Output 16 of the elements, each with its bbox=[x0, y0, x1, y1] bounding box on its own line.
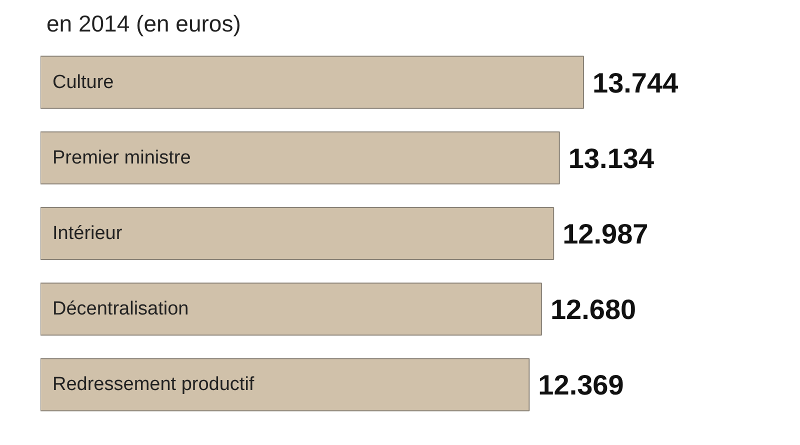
data-label: 12.987 bbox=[562, 218, 648, 250]
y-tick-label: Intérieur bbox=[52, 223, 123, 244]
y-tick-label: Redressement productif bbox=[52, 374, 255, 396]
bar bbox=[40, 358, 530, 412]
data-label: 13.134 bbox=[568, 142, 654, 174]
y-tick-label: Premier ministre bbox=[52, 147, 191, 168]
bar bbox=[40, 282, 542, 336]
data-label: 13.744 bbox=[592, 67, 679, 98]
data-label: 12.680 bbox=[550, 294, 636, 326]
bar bbox=[40, 56, 584, 109]
bar bbox=[40, 206, 554, 260]
data-label: 12.369 bbox=[538, 370, 624, 401]
y-tick-label: Décentralisation bbox=[52, 298, 189, 320]
bar bbox=[40, 131, 560, 184]
y-tick-label: Culture bbox=[52, 72, 114, 93]
chart-title: en 2014 (en euros) bbox=[46, 10, 241, 36]
